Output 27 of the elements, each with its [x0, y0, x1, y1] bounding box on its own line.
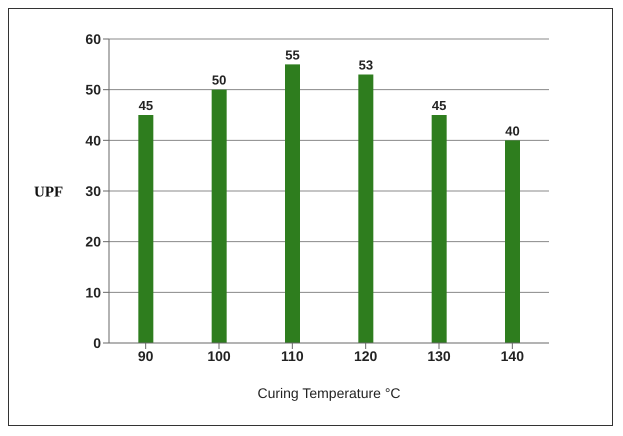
x-tick-label: 90	[138, 348, 154, 364]
x-tick-label: 130	[427, 348, 451, 364]
y-tick-label: 40	[85, 132, 102, 148]
y-tick-label: 60	[85, 30, 102, 47]
bar	[285, 64, 300, 343]
data-label: 50	[212, 72, 226, 88]
data-label: 55	[285, 47, 300, 62]
data-label: 45	[432, 98, 446, 113]
y-axis-title: UPF	[34, 184, 64, 200]
bar	[505, 140, 520, 343]
bar	[138, 115, 154, 343]
data-label: 53	[358, 57, 374, 72]
bar	[212, 90, 227, 343]
x-tick-label: 110	[281, 348, 304, 364]
y-tick-label: 20	[85, 234, 102, 250]
x-tick-label: 140	[500, 348, 524, 364]
y-tick-label: 10	[85, 284, 102, 300]
bar	[358, 74, 374, 343]
x-tick-label: 100	[207, 348, 231, 364]
data-label: 45	[138, 98, 154, 113]
x-tick-label: 120	[354, 348, 378, 364]
y-tick-label: 30	[85, 182, 102, 199]
y-tick-label: 0	[93, 334, 102, 351]
data-label: 40	[505, 123, 520, 138]
bar	[432, 115, 447, 343]
y-tick-label: 50	[85, 82, 102, 98]
x-axis-title: Curing Temperature °C	[257, 385, 401, 401]
